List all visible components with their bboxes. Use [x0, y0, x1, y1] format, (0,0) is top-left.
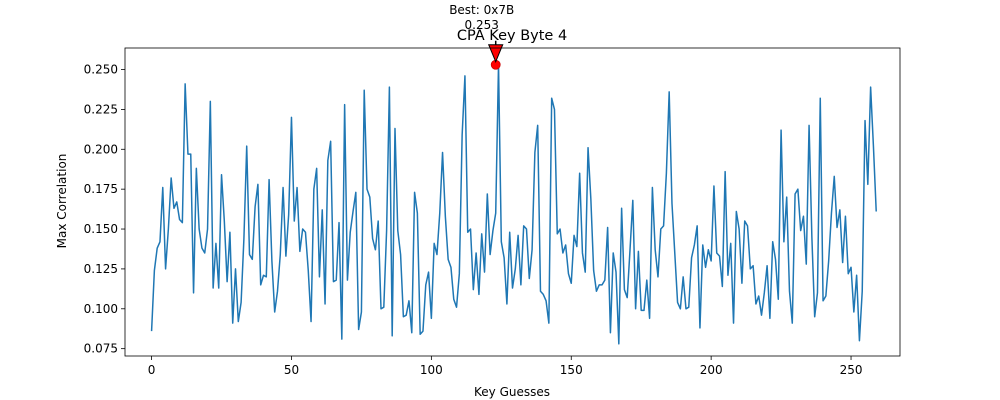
y-tick-label: 0.100: [84, 302, 118, 316]
series-line-1: [150, 64, 877, 345]
x-tick-label: 0: [148, 363, 156, 377]
plot-area: Best: 0x7B 0.253: [150, 3, 877, 345]
x-tick-label: 250: [840, 363, 863, 377]
y-tick-label: 0.125: [84, 262, 118, 276]
axes: 0 50 100 150 200 250 0.075 0.100 0.125 0.150 0.175…: [84, 47, 901, 377]
y-tick-label: 0.150: [84, 222, 118, 236]
x-axis-label: Key Guesses: [474, 385, 550, 399]
x-tick-label: 150: [560, 363, 583, 377]
y-tick-label: 0.225: [84, 102, 118, 116]
y-axis-label: Max Correlation: [55, 154, 69, 249]
chart-title: CPA Key Byte 4: [457, 28, 567, 44]
y-tick-label: 0.075: [84, 342, 118, 356]
axes-frame: [124, 47, 901, 357]
best-guess-annotation: Best: 0x7B 0.253: [449, 3, 514, 32]
annotation-arrow-head: [487, 44, 504, 64]
x-tick-label: 50: [284, 363, 299, 377]
y-tick-label: 0.200: [84, 142, 118, 156]
y-tick-label: 0.250: [84, 63, 118, 77]
y-tick-label: 0.175: [84, 182, 118, 196]
chart-text: CPA Key Byte 4 Key Guesses Max Correlati…: [55, 28, 567, 399]
x-tick-label: 100: [420, 363, 443, 377]
x-tick-label: 200: [700, 363, 723, 377]
